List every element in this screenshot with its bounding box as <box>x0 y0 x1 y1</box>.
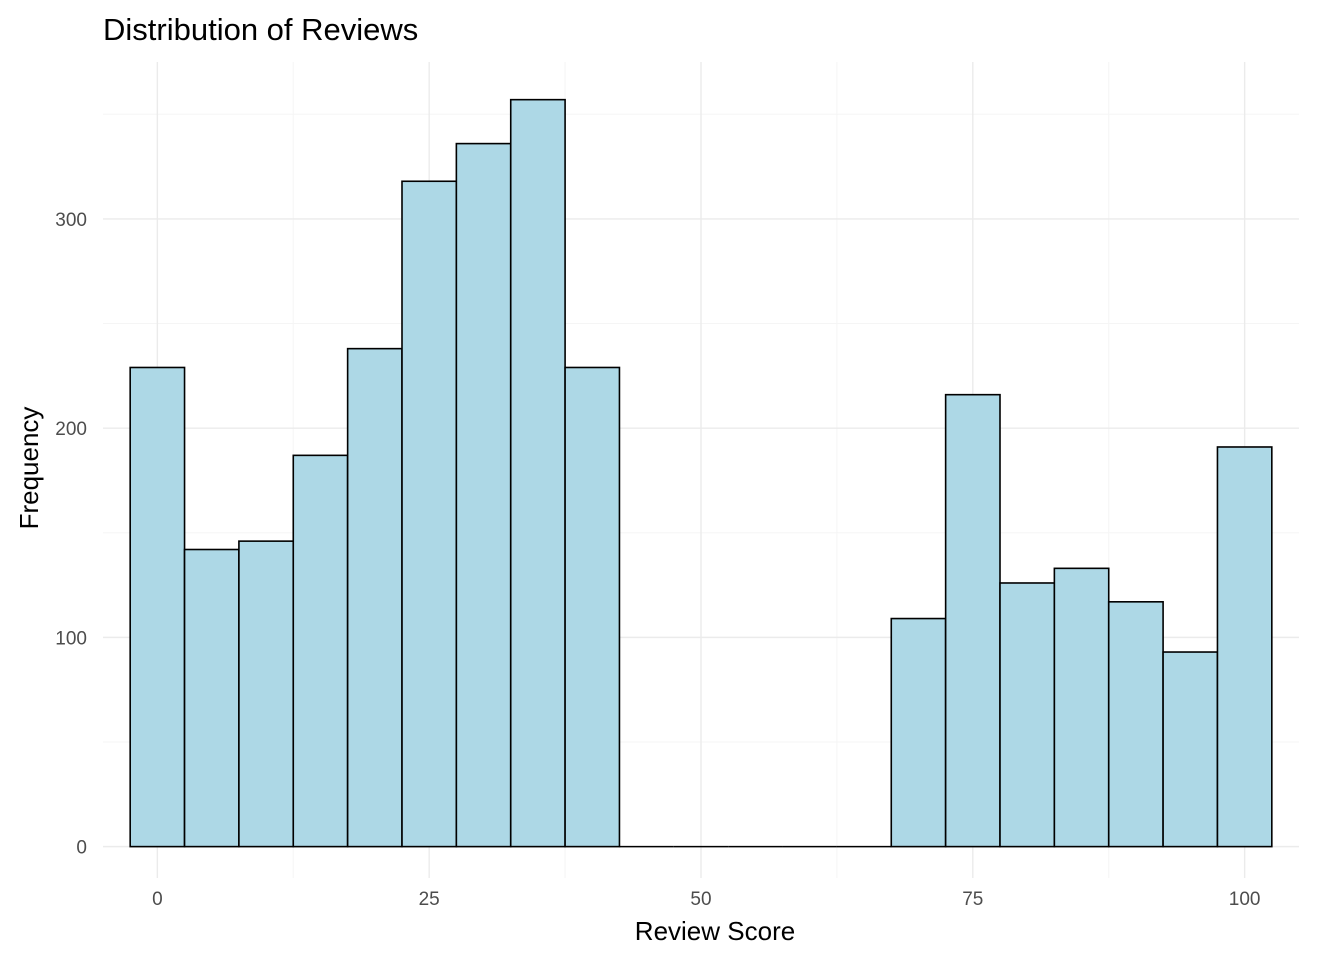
y-tick-label: 200 <box>55 419 87 440</box>
y-axis-title: Frequency <box>14 407 44 530</box>
histogram-bar <box>401 180 458 848</box>
y-tick-label: 300 <box>55 210 87 231</box>
x-tick-label: 25 <box>419 889 440 910</box>
histogram-bar <box>509 98 566 848</box>
y-axis-ticks: 0 100 200 300 <box>55 210 87 859</box>
histogram-bar <box>292 454 349 848</box>
histogram-bar <box>346 347 403 848</box>
histogram-bar <box>455 142 512 848</box>
histogram-bar <box>1216 446 1273 848</box>
chart-title: Distribution of Reviews <box>103 12 418 47</box>
y-tick-label: 100 <box>55 628 87 649</box>
y-tick-label: 0 <box>76 838 87 859</box>
histogram-bar <box>999 582 1056 848</box>
bars <box>129 98 1273 848</box>
histogram-bar <box>129 366 186 848</box>
x-axis-title: Review Score <box>635 916 795 946</box>
x-tick-label: 75 <box>962 889 983 910</box>
histogram-bar <box>183 548 240 848</box>
histogram-bar <box>1107 601 1164 848</box>
x-tick-label: 0 <box>152 889 163 910</box>
histogram-bar <box>890 617 947 848</box>
histogram-bar <box>564 366 621 848</box>
histogram-bar <box>238 540 295 848</box>
histogram-bar <box>1162 651 1219 848</box>
x-tick-label: 50 <box>690 889 711 910</box>
histogram-bar <box>944 393 1001 848</box>
x-axis-ticks: 0 25 50 75 100 <box>152 889 1260 910</box>
histogram-bar <box>1053 567 1110 848</box>
x-tick-label: 100 <box>1229 889 1261 910</box>
